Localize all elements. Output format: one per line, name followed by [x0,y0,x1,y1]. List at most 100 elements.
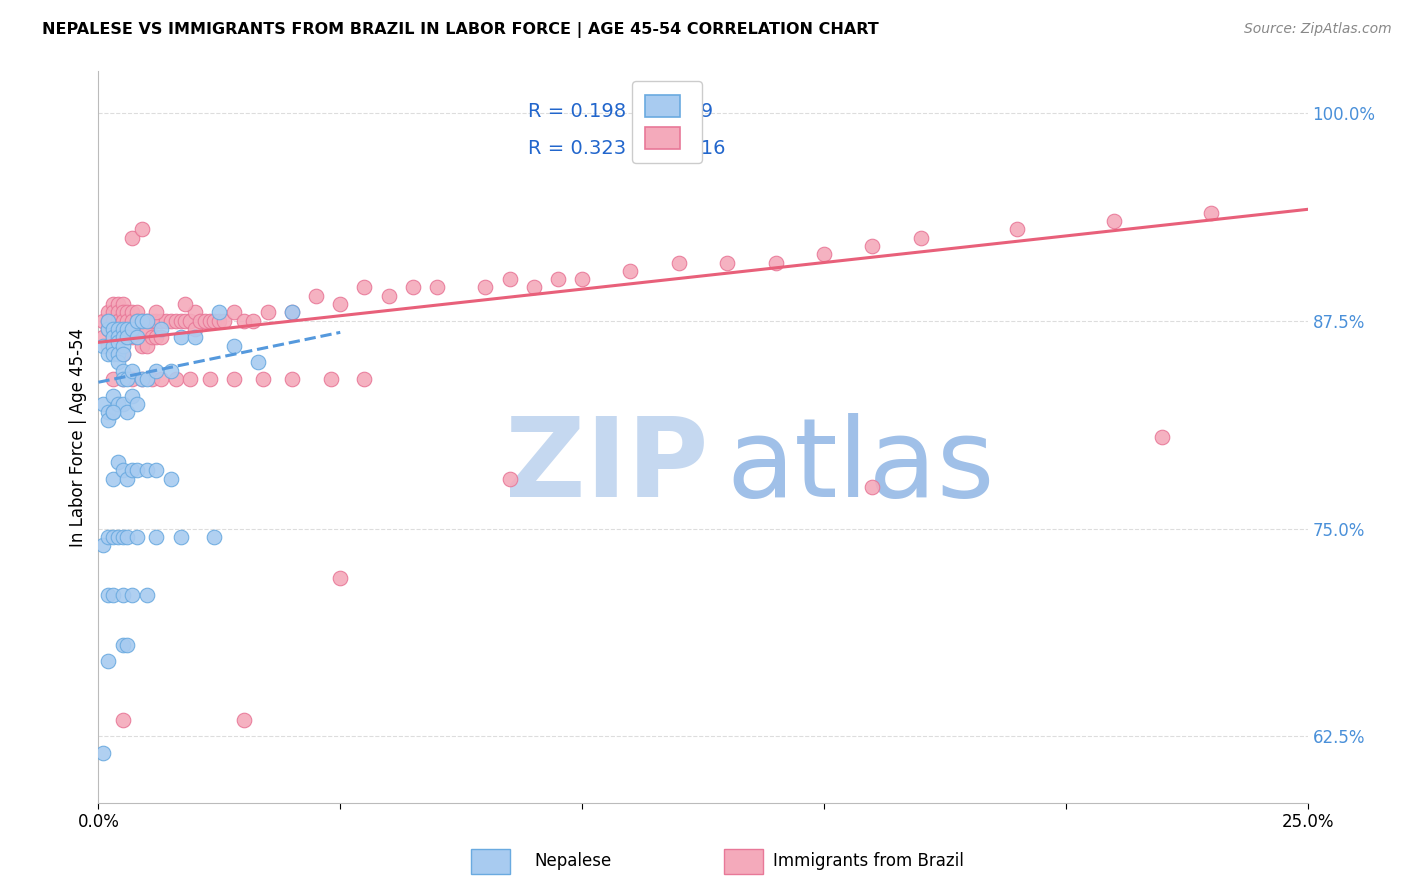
Point [141,372,163,386]
Point [91,338,114,352]
Point [131,222,153,236]
Point [127,530,149,544]
Point [1199,205,1222,219]
Point [111,330,134,344]
Point [107,347,129,361]
Point [131,372,153,386]
Point [145,530,167,544]
Point [97,588,120,602]
Point [101,388,124,402]
Text: ZIP: ZIP [505,413,709,520]
Point [377,289,399,303]
Point [101,405,124,419]
Point [117,330,139,344]
Point [107,355,129,369]
Point [107,297,129,311]
Point [813,247,835,261]
Legend: , : , [631,81,702,163]
Point [127,305,149,319]
Point [252,372,274,386]
Point [184,322,207,336]
Point [101,305,124,319]
Point [765,255,787,269]
Point [107,305,129,319]
Point [208,305,231,319]
Point [135,338,157,352]
Point [155,314,177,328]
Point [101,322,124,336]
Point [131,338,153,352]
Point [111,314,134,328]
Point [111,322,134,336]
Point [107,322,129,336]
Point [571,272,593,286]
Point [150,322,173,336]
Point [101,322,124,336]
Point [141,314,163,328]
Point [111,397,134,411]
Point [547,272,569,286]
Point [150,330,173,344]
Point [281,305,304,319]
Point [111,338,134,352]
Point [97,322,120,336]
Point [111,372,134,386]
Point [141,330,163,344]
Point [135,588,157,602]
Point [97,314,120,328]
Point [107,455,129,469]
Point [97,322,120,336]
Point [716,255,738,269]
Point [135,463,157,477]
Point [232,713,254,727]
Point [121,305,143,319]
Point [127,314,149,328]
Text: Nepalese: Nepalese [534,852,612,870]
Y-axis label: In Labor Force | Age 45-54: In Labor Force | Age 45-54 [69,327,87,547]
Point [1102,214,1125,228]
Point [117,314,139,328]
Point [619,264,641,278]
Point [111,305,134,319]
Point [281,372,304,386]
Point [165,314,187,328]
Point [111,363,134,377]
Point [101,405,124,419]
Point [188,314,211,328]
Point [117,330,139,344]
Point [910,230,932,244]
Point [174,314,197,328]
Point [145,314,167,328]
Point [256,305,278,319]
Point [101,472,124,486]
Point [121,588,143,602]
Point [107,322,129,336]
Point [127,330,149,344]
Point [150,372,173,386]
Point [131,314,153,328]
Point [305,289,328,303]
Point [498,472,520,486]
Point [97,655,120,669]
Point [111,322,134,336]
Point [117,405,139,419]
Point [179,372,201,386]
Point [150,314,173,328]
Point [107,530,129,544]
Point [107,335,129,350]
Point [145,305,167,319]
Point [523,280,546,294]
Point [212,314,235,328]
Point [111,297,134,311]
Point [179,314,201,328]
Point [97,413,120,427]
Point [111,713,134,727]
Point [198,372,221,386]
Text: atlas: atlas [725,413,994,520]
Point [860,480,883,494]
Point [121,230,143,244]
Point [169,330,191,344]
Point [121,330,143,344]
Point [111,347,134,361]
Point [668,255,690,269]
